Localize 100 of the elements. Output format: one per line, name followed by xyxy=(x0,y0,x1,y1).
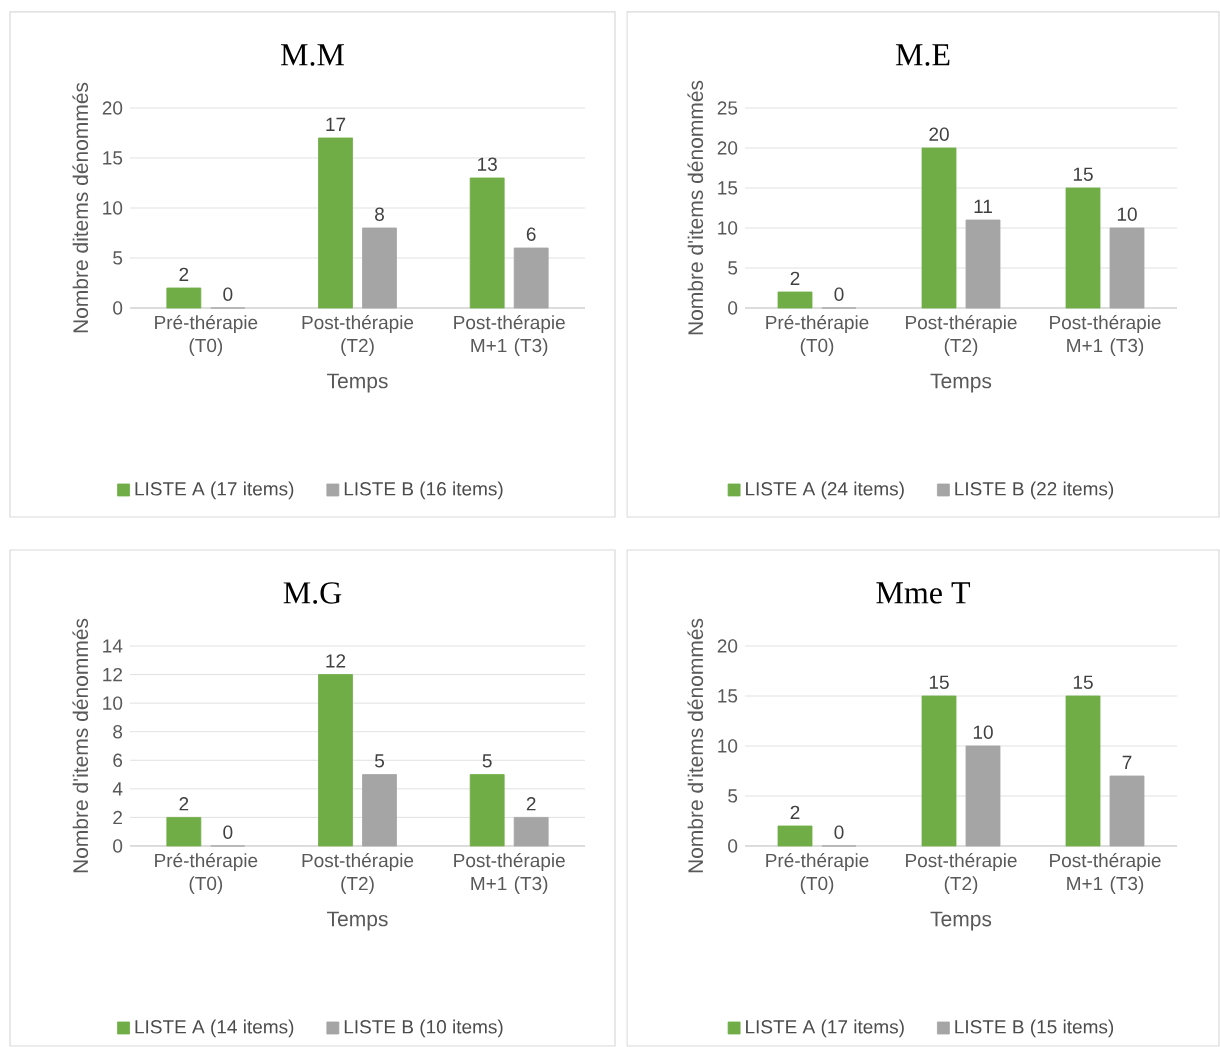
x-tick-label: Pré-thérapie (T0) xyxy=(766,315,869,356)
data-label: 15 xyxy=(929,675,949,689)
bar xyxy=(362,227,397,309)
chart-title: M.M xyxy=(280,44,345,66)
x-axis-title: Temps xyxy=(327,911,388,931)
data-label: 15 xyxy=(1073,675,1093,689)
y-tick-label: 5 xyxy=(728,261,738,275)
bar xyxy=(513,247,549,309)
x-axis-title: Temps xyxy=(327,373,388,393)
y-tick-label: 6 xyxy=(113,753,123,767)
y-tick-label: 0 xyxy=(728,839,738,853)
data-label: 5 xyxy=(482,754,492,768)
y-tick-label: 15 xyxy=(718,689,738,703)
data-label: 15 xyxy=(1073,167,1093,181)
bar xyxy=(965,219,1001,309)
bar xyxy=(469,774,505,847)
y-tick-label: 15 xyxy=(103,151,123,165)
chart-title: M.E xyxy=(895,44,950,66)
data-label: 2 xyxy=(526,797,536,811)
x-axis-title: Temps xyxy=(930,373,992,393)
x-axis-title: Temps xyxy=(930,911,992,931)
data-label: 5 xyxy=(374,754,385,768)
y-tick-label: 10 xyxy=(718,221,738,235)
data-label: 0 xyxy=(834,825,844,839)
data-label: 2 xyxy=(179,267,189,281)
data-label: 13 xyxy=(478,157,497,171)
y-tick-label: 10 xyxy=(103,201,123,215)
data-label: 10 xyxy=(1117,207,1137,221)
bar xyxy=(318,137,353,309)
bar xyxy=(777,291,813,309)
y-tick-label: 25 xyxy=(717,101,738,115)
legend-label: LISTE B (16 items) xyxy=(344,481,503,500)
x-tick-label: Post-thérapie M+1 (T3) xyxy=(454,315,565,356)
x-tick-label: Post-thérapie (T2) xyxy=(302,315,414,356)
y-tick-label: 8 xyxy=(113,724,123,739)
chart-title: M.G xyxy=(283,582,342,604)
bar xyxy=(777,825,813,847)
y-axis-title: Nombre ditems dénommés xyxy=(72,82,89,333)
x-tick-label: Pré-thérapie (T0) xyxy=(155,315,258,356)
data-label: 8 xyxy=(375,207,384,221)
y-tick-label: 0 xyxy=(113,839,123,853)
bar xyxy=(166,287,202,309)
y-tick-label: 10 xyxy=(718,739,738,753)
data-label: 0 xyxy=(834,287,844,301)
legend-label: LISTE B (22 items) xyxy=(955,481,1114,500)
y-tick-label: 5 xyxy=(113,251,123,265)
data-label: 0 xyxy=(223,287,233,301)
y-tick-label: 0 xyxy=(113,301,123,315)
legend-label: LISTE A (17 items) xyxy=(746,1019,904,1038)
x-tick-label: Pré-thérapie (T0) xyxy=(766,853,869,894)
y-tick-label: 20 xyxy=(102,101,123,115)
data-label: 7 xyxy=(1122,755,1132,769)
x-tick-label: Post-thérapie M+1 (T3) xyxy=(1050,315,1161,356)
legend-label: LISTE B (10 items) xyxy=(344,1019,503,1038)
x-tick-label: Post-thérapie M+1 (T3) xyxy=(1050,853,1161,894)
y-tick-label: 0 xyxy=(728,301,738,315)
legend-label: LISTE A (24 items) xyxy=(746,481,904,500)
bar xyxy=(1065,695,1101,847)
x-tick-label: Post-thérapie (T2) xyxy=(302,853,414,894)
data-label: 2 xyxy=(790,805,800,819)
data-label: 20 xyxy=(929,127,949,141)
bar xyxy=(362,774,397,847)
legend-label: LISTE A (17 items) xyxy=(135,481,294,500)
x-tick-label: Pré-thérapie (T0) xyxy=(155,853,258,894)
y-tick-label: 15 xyxy=(718,181,738,195)
x-tick-label: Post-thérapie (T2) xyxy=(906,853,1017,894)
y-axis-title: Nombre d'items dénommés xyxy=(687,618,704,873)
x-tick-label: Post-thérapie (T2) xyxy=(906,315,1017,356)
y-tick-label: 5 xyxy=(728,789,738,803)
bar xyxy=(1109,775,1145,847)
data-label: 2 xyxy=(179,797,189,811)
bar xyxy=(318,674,353,847)
bar xyxy=(921,147,957,309)
chart-title: Mme T xyxy=(876,582,971,604)
data-label: 11 xyxy=(974,199,992,213)
bar xyxy=(965,745,1001,847)
bar xyxy=(513,817,549,847)
data-label: 2 xyxy=(790,271,800,285)
bar xyxy=(166,817,202,847)
y-tick-label: 2 xyxy=(113,810,122,825)
data-label: 0 xyxy=(223,825,233,839)
legend-label: LISTE A (14 items) xyxy=(135,1019,294,1038)
y-axis-title: Nombre d'items dénommés xyxy=(72,618,89,873)
bar xyxy=(1065,187,1101,309)
y-tick-label: 4 xyxy=(112,782,123,796)
y-axis-title: Nombre d'items dénommés xyxy=(687,80,704,335)
x-tick-label: Post-thérapie M+1 (T3) xyxy=(454,853,565,894)
bar xyxy=(469,177,505,309)
y-tick-label: 14 xyxy=(103,639,123,653)
y-tick-label: 20 xyxy=(717,639,738,653)
bar xyxy=(1109,227,1145,309)
bar xyxy=(921,695,957,847)
legend-label: LISTE B (15 items) xyxy=(955,1019,1114,1038)
data-label: 10 xyxy=(973,725,993,739)
y-tick-label: 20 xyxy=(717,141,738,155)
y-tick-label: 10 xyxy=(103,696,123,710)
data-label: 17 xyxy=(326,117,346,131)
data-label: 6 xyxy=(526,227,536,241)
data-label: 12 xyxy=(326,654,346,668)
y-tick-label: 12 xyxy=(103,667,122,682)
